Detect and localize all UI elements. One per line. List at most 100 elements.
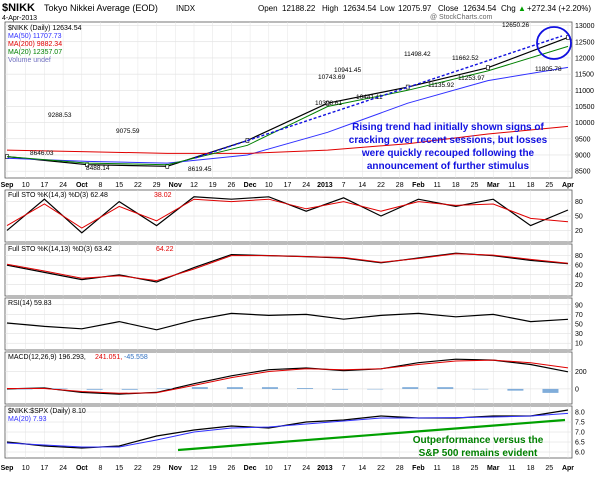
x-tick-label: 2013: [317, 465, 333, 472]
x-tick-label: 24: [59, 465, 67, 472]
y-tick-label: 40: [575, 272, 583, 279]
series-line-stof-1: [6, 198, 569, 229]
close-label: Close: [438, 4, 459, 13]
annotation-2: 8646.03: [30, 150, 54, 157]
annotation-14: 12650.26: [502, 22, 529, 29]
x-tick-label: 18: [452, 182, 460, 189]
x-tick-label: 11: [508, 182, 515, 189]
x-tick-label: 10: [22, 465, 30, 472]
y-tick-label: 200: [575, 369, 587, 376]
rsi-label: RSI(14) 59.83: [8, 300, 52, 307]
x-tick-label: Mar: [487, 465, 500, 472]
y-tick-label: 11000: [575, 88, 594, 95]
x-tick-label: 15: [115, 465, 123, 472]
y-tick-label: 9000: [575, 152, 591, 159]
price-annotations: 9288.53 8646.03 8488.14 9075.59 8619.45 …: [30, 22, 562, 173]
macd-hist-bar: [261, 387, 278, 389]
y-tick-label: 10: [575, 341, 583, 348]
price-point: [325, 100, 330, 106]
x-tick-label: 7: [342, 465, 346, 472]
annotation-5: 8619.45: [188, 166, 212, 173]
legend-nikk: $NIKK (Daily) 12634.54: [8, 25, 82, 32]
sto-fast-label-d: 38.02: [154, 192, 172, 199]
x-tick-label: 29: [153, 465, 161, 472]
x-tick-label: 25: [545, 182, 553, 189]
x-tick-label: Apr: [562, 182, 574, 189]
x-tick-label: 24: [59, 182, 67, 189]
ratio-comment-line-1: Outperformance versus the: [413, 435, 544, 446]
price-point: [486, 65, 490, 70]
x-tick-label: 24: [302, 182, 310, 189]
x-tick-label: Feb: [412, 465, 424, 472]
y-tick-label: 12500: [575, 39, 595, 46]
series-line-macd-1: [7, 359, 569, 394]
annotation-1: 9288.53: [48, 112, 72, 119]
trendline-ratio: [177, 418, 566, 452]
x-tick-label: 11: [508, 465, 515, 472]
x-tick-label: 17: [284, 465, 292, 472]
x-tick-label: 18: [527, 182, 535, 189]
x-tick-label: Oct: [76, 465, 88, 472]
annotation-6: 10743.69: [318, 74, 345, 81]
ohlc-row: Open 12188.22 High 12634.54 Low 12075.97…: [258, 4, 591, 13]
chg-label: Chg: [501, 4, 516, 13]
series-line-rsi-0: [6, 312, 569, 331]
x-tick-label: 14: [358, 182, 366, 189]
macd-label: MACD(12,26,9) 196.293,: [8, 354, 86, 361]
macd-hist-bar: [51, 388, 68, 389]
y-tick-label: 8500: [575, 169, 591, 176]
series-line-macd-0: [6, 358, 569, 395]
macd-hist-bar: [542, 388, 559, 393]
macd-hist-bar: [121, 388, 138, 390]
macd-hist-bar: [16, 388, 33, 390]
y-tick-label: 60: [575, 263, 583, 270]
y-tick-label: 12000: [575, 55, 595, 62]
x-tick-label: 29: [153, 182, 161, 189]
x-tick-label: 24: [302, 465, 310, 472]
annotation-13: 11253.97: [458, 75, 485, 82]
x-tick-label: 11: [433, 465, 440, 472]
annotation-15: 11805.78: [535, 66, 562, 73]
x-tick-label: 26: [228, 465, 236, 472]
x-tick-label: 22: [134, 465, 142, 472]
ratio-legend-ma20: MA(20) 7.93: [8, 416, 47, 423]
sto-fast-label: Full STO %K(14,3) %D(3) 62.48: [8, 192, 108, 199]
x-tick-label: Dec: [244, 182, 257, 189]
macd-hist-bar: [472, 388, 489, 390]
watermark: @ StockCharts.com: [430, 14, 493, 21]
series-line-stos-1: [6, 253, 569, 282]
y-tick-label: 11500: [575, 72, 594, 79]
macd-label-signal: 241.051,: [95, 354, 122, 361]
annotation-9: 10441.11: [356, 94, 383, 101]
chart-exchange: INDX: [176, 4, 196, 13]
annotation-12: 11135.92: [428, 82, 455, 89]
price-comment-line-3: were quickly recouped following the: [361, 148, 535, 159]
x-tick-label: 15: [115, 182, 123, 189]
macd-hist-bar: [191, 387, 208, 389]
y-tick-label: 0: [575, 386, 579, 393]
y-tick-label: 20: [575, 282, 583, 289]
chart-marks: [5, 35, 570, 449]
macd-hist-bar: [156, 388, 173, 389]
x-tick-label: 14: [358, 465, 366, 472]
x-tick-label: 19: [209, 182, 217, 189]
y-tick-label: 20: [575, 228, 583, 235]
macd-hist-bar: [437, 387, 454, 389]
macd-hist-bar: [402, 387, 419, 389]
chg-arrow-icon: ▲: [518, 4, 526, 13]
y-tick-label: 90: [575, 302, 583, 309]
x-tick-label: 25: [471, 182, 479, 189]
annotation-8: 10941.45: [334, 67, 361, 74]
x-tick-label: 8: [99, 465, 103, 472]
macd-hist-bar: [86, 388, 103, 390]
x-tick-label: Apr: [562, 465, 574, 472]
y-tick-label: 7.0: [575, 430, 585, 437]
x-tick-label: Oct: [76, 182, 88, 189]
x-tick-label: 26: [228, 182, 236, 189]
indicator-labels: Full STO %K(14,3) %D(3) 62.48 38.02 Full…: [8, 192, 174, 423]
ratio-comment-line-2: S&P 500 remains evident: [419, 448, 538, 459]
ratio-legend-main: $NIKK:$SPX (Daily) 8.10: [8, 408, 86, 415]
x-tick-label: 28: [396, 182, 404, 189]
x-tick-label: 7: [342, 182, 346, 189]
